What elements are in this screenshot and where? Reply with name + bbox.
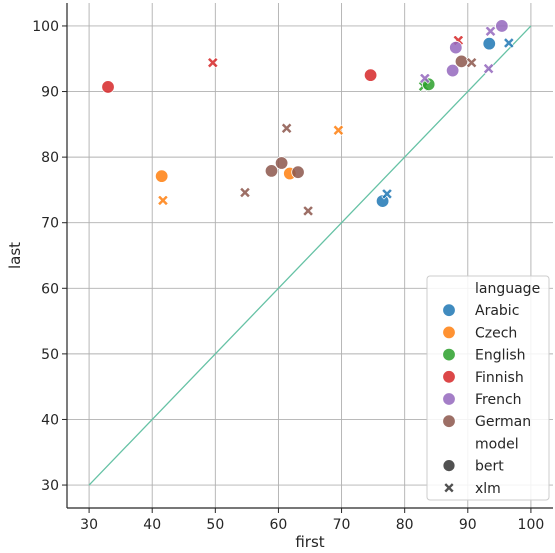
legend-marker-french bbox=[442, 392, 456, 406]
y-tick-label: 30 bbox=[41, 478, 59, 494]
point-finnish-bert bbox=[101, 80, 115, 94]
legend-style-title: model bbox=[475, 436, 519, 452]
point-finnish-bert bbox=[363, 68, 378, 82]
point-french-xlm bbox=[419, 72, 431, 85]
legend-label-arabic: Arabic bbox=[475, 303, 519, 319]
point-arabic-xlm bbox=[503, 37, 515, 49]
x-tick-label: 30 bbox=[80, 517, 98, 533]
point-german-xlm bbox=[465, 57, 478, 69]
legend-marker-english bbox=[442, 347, 456, 362]
legend-marker-german bbox=[442, 414, 456, 428]
legend-label-english: English bbox=[475, 348, 526, 364]
point-german-xlm bbox=[239, 186, 251, 199]
y-tick-label: 90 bbox=[41, 85, 59, 101]
tick-labels: 30 40 50 60 70 80 90 100 30 40 50 60 70 80 90 100 bbox=[32, 19, 544, 533]
x-tick-label: 50 bbox=[206, 517, 224, 533]
legend-marker-xlm bbox=[443, 482, 455, 494]
grid bbox=[67, 3, 553, 508]
legend-label-german: German bbox=[475, 414, 531, 430]
point-german-bert bbox=[264, 164, 279, 178]
point-french-bert bbox=[449, 40, 463, 55]
point-arabic-xlm bbox=[381, 188, 393, 200]
y-axis-label: last bbox=[6, 242, 24, 269]
legend: language Arabic Czech English Finnish French G… bbox=[426, 275, 550, 501]
point-german-xlm bbox=[302, 205, 314, 217]
point-french-xlm bbox=[482, 62, 495, 75]
legend-marker-czech bbox=[442, 325, 456, 340]
point-french-bert bbox=[445, 63, 460, 78]
x-tick-label: 100 bbox=[518, 517, 545, 533]
y-tick-label: 40 bbox=[41, 412, 59, 428]
legend-label-french: French bbox=[475, 392, 522, 408]
x-tick-label: 60 bbox=[270, 517, 288, 533]
y-tick-label: 100 bbox=[32, 19, 59, 35]
point-arabic-bert bbox=[482, 36, 496, 51]
legend-label-bert: bert bbox=[475, 459, 504, 475]
point-czech-xlm bbox=[332, 124, 345, 136]
legend-label-czech: Czech bbox=[475, 325, 517, 341]
point-french-bert bbox=[495, 19, 509, 33]
legend-marker-bert bbox=[442, 459, 456, 473]
point-czech-xlm bbox=[157, 194, 169, 207]
legend-box bbox=[426, 275, 550, 501]
data-points bbox=[101, 19, 515, 217]
y-tick-label: 50 bbox=[41, 347, 59, 363]
point-german-bert bbox=[291, 165, 305, 179]
point-french-xlm bbox=[484, 25, 497, 37]
legend-hue-title: language bbox=[475, 281, 540, 297]
point-german-xlm bbox=[281, 122, 293, 134]
x-tick-label: 40 bbox=[143, 517, 161, 533]
identity-line bbox=[88, 25, 532, 486]
x-tick-label: 90 bbox=[459, 517, 477, 533]
legend-marker-finnish bbox=[442, 370, 456, 384]
point-czech-bert bbox=[154, 169, 169, 183]
y-tick-label: 70 bbox=[41, 216, 59, 232]
legend-label-finnish: Finnish bbox=[475, 370, 524, 386]
reference-line bbox=[88, 25, 532, 486]
x-tick-label: 80 bbox=[396, 517, 414, 533]
point-arabic-bert bbox=[375, 194, 390, 208]
y-tick-label: 60 bbox=[41, 281, 59, 297]
axes bbox=[62, 3, 553, 513]
x-axis-label: first bbox=[295, 533, 324, 551]
y-tick-label: 80 bbox=[41, 150, 59, 166]
point-finnish-xlm bbox=[207, 57, 219, 69]
x-tick-label: 70 bbox=[333, 517, 351, 533]
legend-marker-arabic bbox=[442, 303, 456, 317]
point-german-bert bbox=[274, 156, 289, 170]
legend-label-xlm: xlm bbox=[475, 481, 501, 497]
